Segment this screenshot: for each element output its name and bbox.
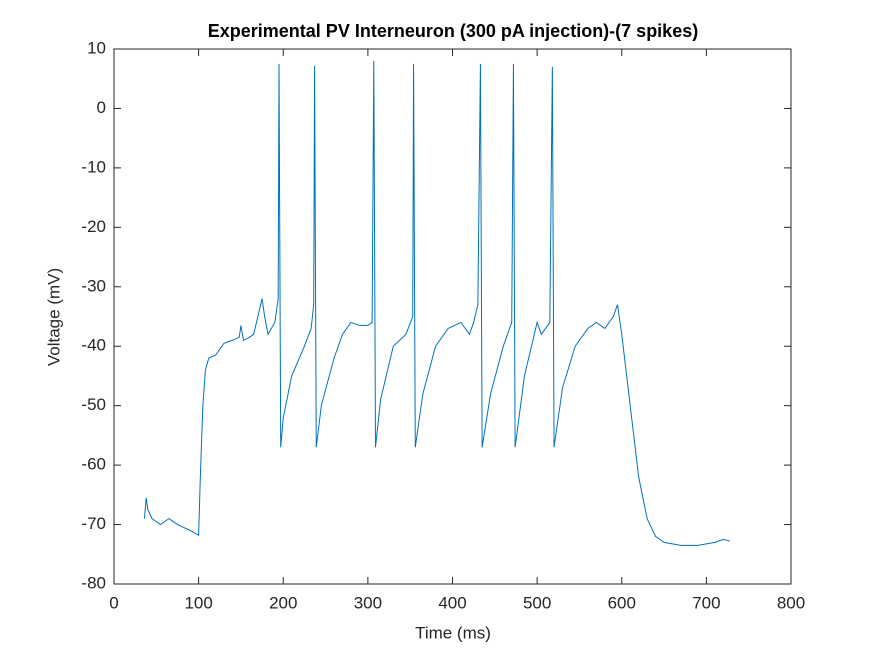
x-tick-label: 500 bbox=[523, 593, 551, 612]
x-tick-label: 600 bbox=[608, 593, 636, 612]
y-tick-label: -10 bbox=[81, 157, 106, 176]
axes-box bbox=[113, 48, 792, 585]
chart-title: Experimental PV Interneuron (300 pA inje… bbox=[208, 21, 698, 41]
y-tick-label: -60 bbox=[81, 455, 106, 474]
voltage-trace bbox=[143, 60, 731, 546]
y-axis-label: Voltage (mV) bbox=[44, 268, 63, 366]
y-tick-label: -70 bbox=[81, 514, 106, 533]
y-tick-label: -30 bbox=[81, 276, 106, 295]
x-tick-label: 100 bbox=[184, 593, 212, 612]
x-tick-label: 0 bbox=[109, 593, 118, 612]
y-tick-label: 10 bbox=[87, 38, 106, 57]
y-tick-label: -50 bbox=[81, 395, 106, 414]
x-tick-label: 300 bbox=[354, 593, 382, 612]
x-tick-label: 200 bbox=[269, 593, 297, 612]
y-tick-label: -40 bbox=[81, 336, 106, 355]
x-tick-label: 400 bbox=[438, 593, 466, 612]
y-tick-label: -20 bbox=[81, 217, 106, 236]
y-tick-label: 0 bbox=[97, 98, 106, 117]
y-tick-label: -80 bbox=[81, 573, 106, 592]
x-tick-label: 800 bbox=[777, 593, 805, 612]
x-axis-label: Time (ms) bbox=[415, 623, 491, 642]
x-tick-label: 700 bbox=[692, 593, 720, 612]
